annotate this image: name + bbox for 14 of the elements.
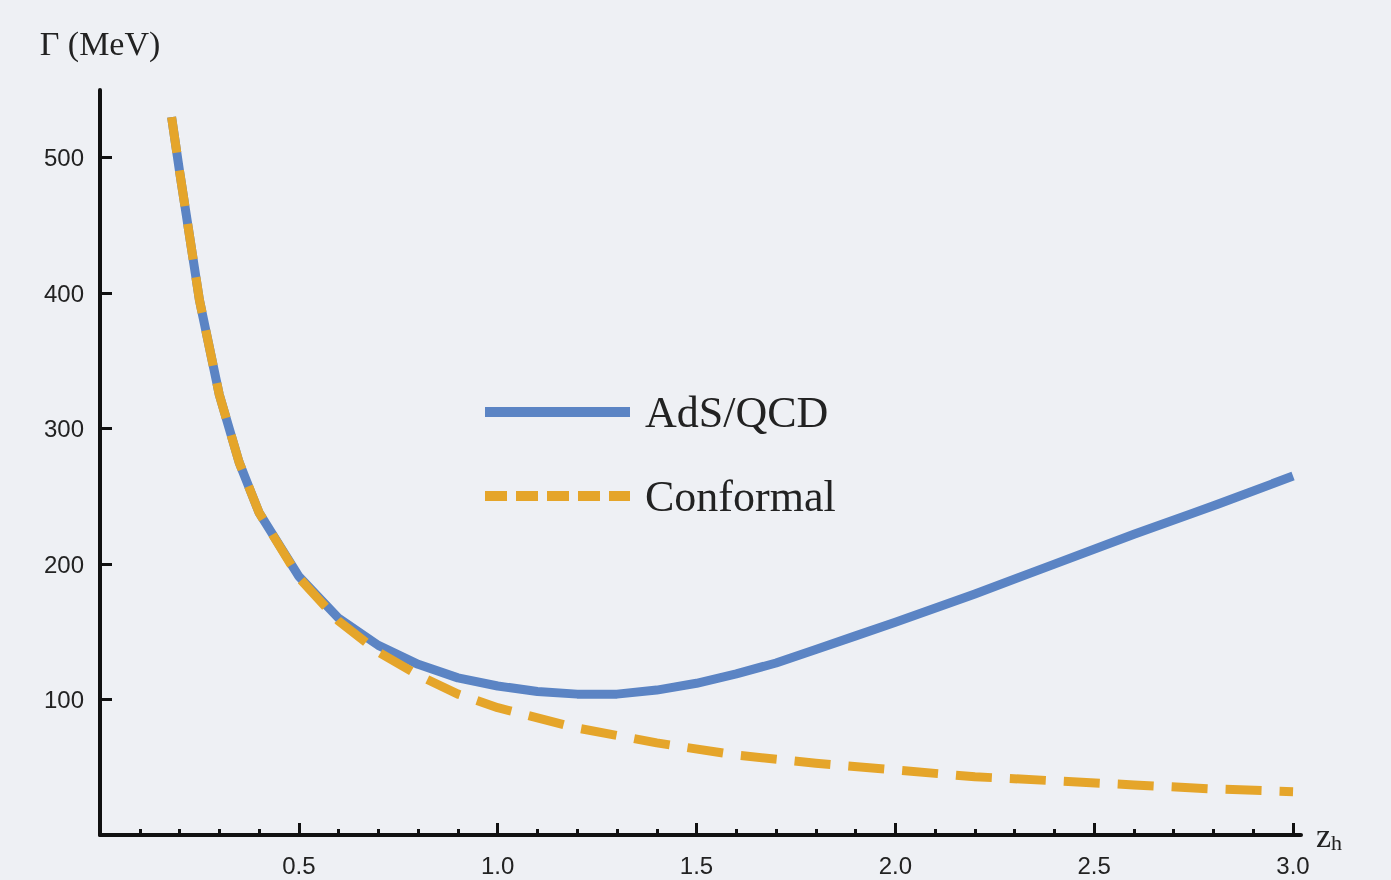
x-tick-label: 1.0 bbox=[480, 851, 515, 879]
y-tick-label: 100 bbox=[43, 686, 84, 714]
legend-label: Conformal bbox=[645, 471, 836, 521]
y-tick-label: 200 bbox=[43, 550, 84, 578]
x-tick-label: 1.5 bbox=[679, 851, 714, 879]
y-tick-label: 300 bbox=[43, 415, 84, 443]
x-tick-label: 2.5 bbox=[1077, 851, 1111, 879]
y-tick-label: 400 bbox=[43, 279, 84, 307]
x-tick-label: 3.0 bbox=[1276, 851, 1310, 879]
x-tick-label: 0.5 bbox=[282, 851, 316, 879]
y-tick-label: 500 bbox=[43, 144, 84, 172]
legend-label: AdS/QCD bbox=[645, 387, 829, 437]
y-axis-title: Γ (MeV) bbox=[39, 24, 161, 63]
x-tick-label: 2.0 bbox=[878, 851, 913, 879]
